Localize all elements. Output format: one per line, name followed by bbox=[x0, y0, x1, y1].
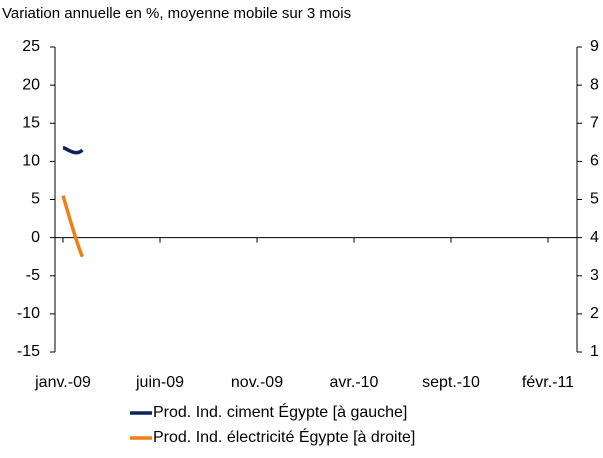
x-tick-label: sept.-10 bbox=[422, 374, 480, 391]
y2-tick-label: 7 bbox=[590, 114, 599, 131]
x-tick-label: nov.-09 bbox=[231, 374, 283, 391]
y-tick-label: 15 bbox=[22, 114, 40, 131]
y-tick-label: -5 bbox=[26, 267, 40, 284]
y-tick-label: -10 bbox=[17, 305, 40, 322]
y-tick-label: -15 bbox=[17, 343, 40, 360]
chart-title: Variation annuelle en %, moyenne mobile … bbox=[2, 5, 351, 22]
y2-tick-label: 1 bbox=[590, 343, 599, 360]
x-tick-label: avr.-10 bbox=[330, 374, 379, 391]
y2-tick-label: 4 bbox=[590, 229, 599, 246]
y2-tick-label: 5 bbox=[590, 191, 599, 208]
y-tick-label: 0 bbox=[31, 229, 40, 246]
y-tick-label: 20 bbox=[22, 76, 40, 93]
y-tick-label: 25 bbox=[22, 38, 40, 55]
series-line bbox=[62, 145, 84, 155]
legend-label: Prod. Ind. électricité Égypte [à droite] bbox=[153, 427, 415, 446]
legend-label: Prod. Ind. ciment Égypte [à gauche] bbox=[153, 402, 407, 421]
y-tick-label: 10 bbox=[22, 153, 40, 170]
y-tick-label: 5 bbox=[31, 191, 40, 208]
series-line bbox=[61, 195, 85, 258]
x-tick-label: févr.-11 bbox=[522, 374, 574, 391]
y2-tick-label: 9 bbox=[590, 38, 599, 55]
y2-tick-label: 2 bbox=[590, 305, 599, 322]
y2-tick-label: 6 bbox=[590, 153, 599, 170]
x-tick-label: juin-09 bbox=[135, 374, 184, 391]
y2-tick-label: 3 bbox=[590, 267, 599, 284]
x-tick-label: janv.-09 bbox=[34, 374, 91, 391]
y2-tick-label: 8 bbox=[590, 76, 599, 93]
